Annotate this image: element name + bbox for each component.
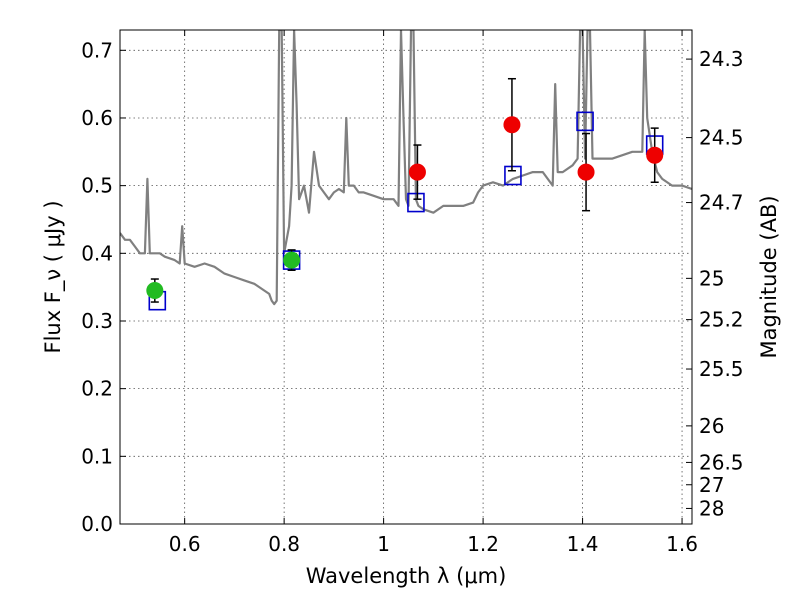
right-tick-label: 28 (699, 496, 724, 520)
right-tick-label: 24.3 (699, 47, 744, 71)
right-tick-label: 24.5 (699, 126, 744, 150)
y-tick-label: 0.3 (81, 309, 113, 333)
plot-frame (119, 29, 693, 525)
marker-layer (146, 77, 664, 311)
spectrum-line (120, 30, 692, 306)
observed-flux-point (283, 251, 301, 269)
x-tick-label: 0.8 (268, 532, 300, 556)
x-axis-title: Wavelength λ (μm) (306, 564, 507, 588)
observed-flux-point (408, 163, 426, 181)
y-tick-label: 0.2 (81, 377, 113, 401)
x-tick-label: 1 (377, 532, 390, 556)
right-tick-label: 25.2 (699, 308, 744, 332)
x-tick-label: 1.4 (567, 532, 599, 556)
x-tick-label: 1.2 (467, 532, 499, 556)
model-flux-square (504, 165, 522, 186)
tick-layer (120, 30, 692, 525)
right-tick-label: 26.5 (699, 450, 744, 474)
spectrum-layer (120, 30, 692, 306)
right-tick-label: 27 (699, 473, 724, 497)
y-tick-label: 0.1 (81, 444, 113, 468)
label-layer: 0.6 0.8 1 1.2 1.4 1.6 0.0 0.1 0.2 0.3 0.4 0.5 0.6 0.7… (81, 38, 743, 556)
observed-flux-point (503, 116, 521, 134)
y-tick-label: 0.7 (81, 38, 113, 62)
observed-flux-point (577, 163, 595, 181)
right-tick-label: 25.5 (699, 357, 744, 381)
y-tick-label: 0.4 (81, 241, 113, 265)
plot-background (120, 30, 692, 524)
observed-flux-point (146, 282, 164, 300)
x-tick-label: 0.6 (169, 532, 201, 556)
y-tick-label: 0.5 (81, 174, 113, 198)
model-flux-square (576, 111, 594, 132)
y-tick-label: 0.0 (81, 512, 113, 536)
y-tick-label: 0.6 (81, 106, 113, 130)
model-flux-square (407, 192, 425, 213)
right-tick-label: 24.7 (699, 191, 744, 215)
right-axis-title: Magnitude (AB) (757, 195, 781, 358)
right-tick-label: 25 (699, 266, 724, 290)
x-tick-label: 1.6 (666, 532, 698, 556)
right-tick-label: 26 (699, 414, 724, 438)
y-axis-title: Flux F_ν ( μJy ) (41, 200, 66, 353)
observed-flux-point (646, 146, 664, 164)
